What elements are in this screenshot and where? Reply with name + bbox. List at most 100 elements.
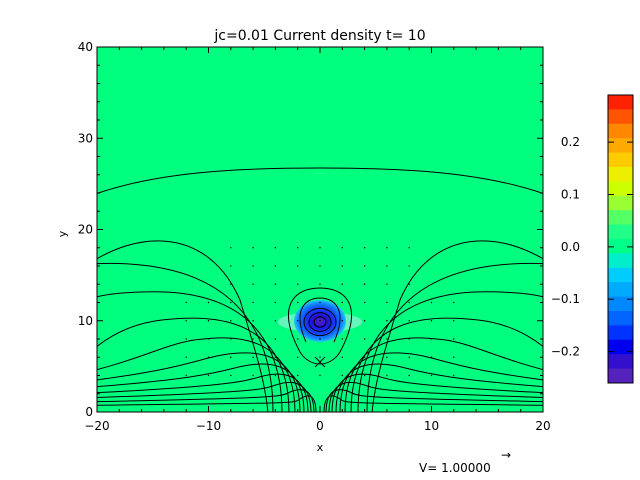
vector-dot: [363, 301, 366, 304]
field-lines: [97, 167, 543, 412]
field-line: [366, 262, 543, 412]
vector-dot: [297, 265, 299, 267]
vector-dot: [252, 320, 254, 322]
field-line: [335, 363, 543, 412]
colorbar-segment: [608, 253, 633, 269]
vector-dot: [252, 338, 254, 340]
vector-dot: [252, 265, 254, 267]
vector-dot: [230, 338, 232, 340]
vector-dot: [185, 301, 187, 304]
y-axis-label: y: [56, 230, 69, 237]
vector-dot: [185, 374, 187, 377]
vector-dot: [230, 247, 232, 249]
vector-dot: [274, 283, 277, 285]
colorbar-segment: [608, 368, 633, 384]
vector-dot: [230, 265, 232, 267]
field-line: [313, 316, 327, 328]
vector-dot: [185, 338, 187, 340]
vector-dot: [252, 356, 254, 358]
field-line: [323, 395, 543, 412]
field-line: [97, 389, 315, 412]
vector-dot: [297, 374, 299, 377]
vector-dot: [274, 247, 277, 249]
vector-dot: [319, 247, 321, 249]
vector-dot: [363, 247, 366, 249]
colorbar-tick-label: 0.0: [561, 240, 580, 254]
colorbar-segment: [608, 325, 633, 341]
vector-dot: [430, 301, 433, 304]
vector-dot: [363, 320, 366, 322]
vector-dot: [386, 338, 388, 340]
y-tick-label: 40: [78, 40, 93, 54]
field-line: [288, 287, 352, 365]
vector-dot: [230, 356, 232, 358]
colorbar-tick-label: 0.1: [561, 187, 580, 201]
vector-dot: [386, 265, 388, 267]
vector-dot: [363, 356, 366, 358]
vector-dot: [274, 374, 277, 377]
x-point-marker: [314, 356, 326, 368]
field-line: [97, 373, 309, 412]
vector-dot: [386, 301, 388, 304]
vector-dot: [453, 338, 455, 340]
vector-dot: [386, 320, 388, 322]
vector-dot: [230, 374, 232, 377]
vector-dot: [408, 356, 410, 358]
vector-dot: [363, 283, 366, 285]
vector-dot: [430, 374, 433, 377]
colorbar: [607, 94, 634, 384]
vector-dot: [230, 320, 232, 322]
vector-dot: [319, 356, 321, 358]
vector-dot: [252, 283, 254, 285]
vector-dot: [341, 356, 343, 358]
field-line: [328, 381, 543, 412]
vector-dot: [252, 374, 254, 377]
vector-dot: [430, 356, 433, 358]
field-line: [97, 337, 296, 412]
vector-dot: [363, 338, 366, 340]
vector-dot: [341, 374, 343, 377]
vector-dot: [386, 283, 388, 285]
vector-dot: [230, 283, 232, 285]
x-tick-label: −10: [196, 419, 221, 433]
vector-dot: [207, 356, 210, 358]
colorbar-frame: [607, 94, 634, 384]
vector-dot: [386, 356, 388, 358]
field-line: [299, 297, 341, 343]
vector-dot: [319, 283, 321, 285]
vector-dot: [386, 247, 388, 249]
x-tick-label: 0: [316, 419, 324, 433]
field-line: [97, 352, 301, 412]
colorbar-segment: [608, 267, 633, 283]
field-line: [97, 395, 317, 412]
y-tick-label: 30: [78, 131, 93, 145]
vector-dots: [185, 247, 455, 377]
vector-dot: [319, 320, 321, 322]
field-line: [308, 312, 332, 332]
vector-dot: [453, 374, 455, 377]
vector-dot: [297, 283, 299, 285]
y-tick-label: 10: [78, 314, 93, 328]
colorbar-axis: 0.2 0.1 0.0 −0.1 −0.2: [551, 135, 633, 359]
field-line: [97, 291, 283, 412]
field-line: [97, 363, 305, 412]
vector-dot: [319, 301, 321, 304]
vector-dot: [207, 301, 210, 304]
vector-dot: [319, 338, 321, 340]
colorbar-segment: [608, 138, 633, 154]
y-axis: 0 10 20 30 40: [78, 40, 543, 419]
vector-dot: [341, 283, 343, 285]
vector-dot: [297, 356, 299, 358]
vector-dot: [341, 301, 343, 304]
vector-dot: [319, 265, 321, 267]
vector-dot: [297, 247, 299, 249]
field-line: [97, 262, 274, 412]
colorbar-segment: [608, 311, 633, 326]
colorbar-tick-label: 0.2: [561, 135, 580, 149]
vector-dot: [207, 320, 210, 322]
vector-dot: [274, 356, 277, 358]
chart-title: jc=0.01 Current density t= 10: [213, 28, 425, 44]
vector-dot: [453, 320, 455, 322]
colorbar-segment: [608, 152, 633, 168]
